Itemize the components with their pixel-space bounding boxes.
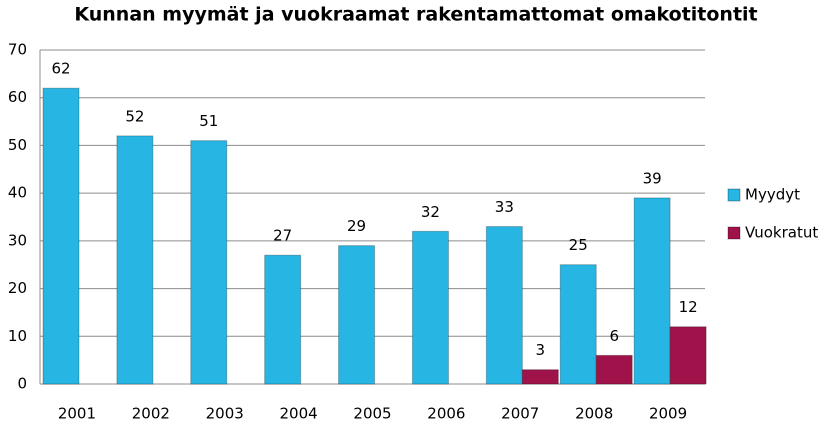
x-tick-label: 2001 [58,405,96,423]
bar [595,354,633,385]
data-label: 25 [569,236,588,254]
bar [42,87,80,385]
bar [559,264,597,385]
y-tick-label: 20 [8,279,27,297]
bar [411,230,449,385]
x-tick-label: 2009 [649,405,687,423]
x-tick-label: 2007 [501,405,539,423]
data-label: 29 [347,217,366,235]
bar [669,326,707,385]
x-tick-label: 2006 [427,405,465,423]
data-label: 62 [51,60,70,78]
chart-title: Kunnan myymät ja vuokraamat rakentamatto… [74,4,757,26]
data-label: 51 [199,112,218,130]
x-tick-label: 2003 [206,405,244,423]
data-label: 27 [273,227,292,245]
data-label: 6 [609,327,619,345]
y-tick-label: 10 [8,327,27,345]
x-tick-label: 2002 [132,405,170,423]
x-tick-label: 2004 [280,405,318,423]
y-tick-label: 50 [8,136,27,154]
data-label: 33 [495,198,514,216]
x-tick-label: 2008 [575,405,613,423]
data-label: 12 [679,298,698,316]
x-tick-label: 2005 [353,405,391,423]
data-label: 3 [536,341,546,359]
legend-swatch [727,188,741,202]
bar [116,135,154,385]
bar [338,245,376,385]
legend-label: Myydyt [745,186,800,204]
data-label: 32 [421,203,440,221]
y-tick-label: 40 [8,184,27,202]
legend-label: Vuokratut [745,224,818,242]
bar [264,254,302,385]
legend-swatch [727,226,741,240]
bar [190,140,228,385]
data-label: 52 [125,107,144,125]
data-label: 39 [643,169,662,187]
y-tick-label: 70 [8,41,27,59]
bar [521,369,559,385]
y-tick-label: 0 [17,375,27,393]
y-tick-label: 60 [8,88,27,106]
bar [485,226,523,385]
bar [633,197,671,385]
y-tick-label: 30 [8,231,27,249]
